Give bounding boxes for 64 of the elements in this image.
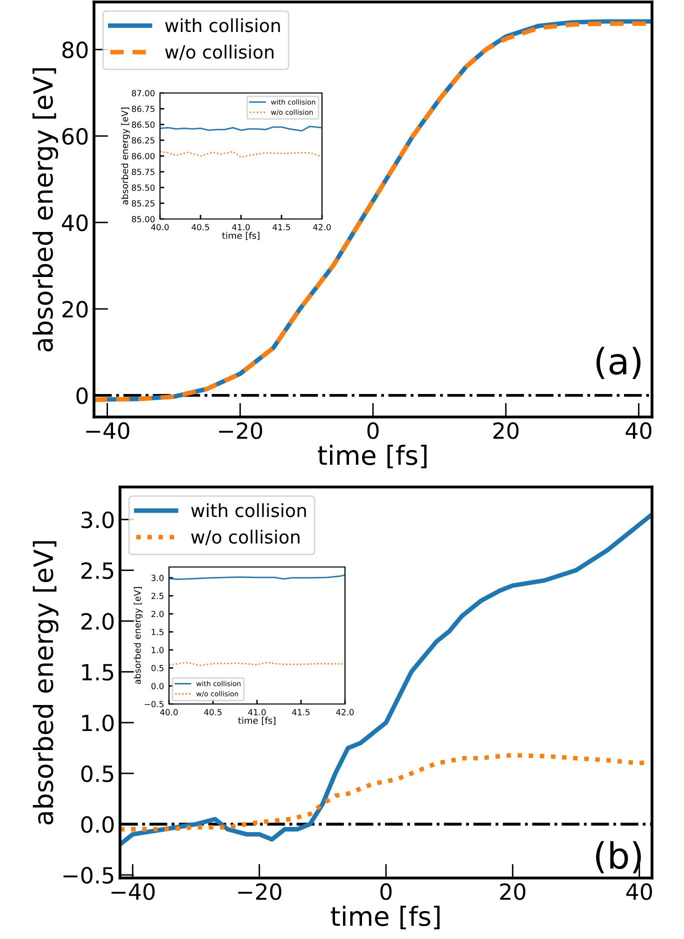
y-tick-label: 85.75 (132, 168, 154, 176)
y-tick-label: 3.0 (81, 511, 114, 528)
x-tick-label: 0 (380, 883, 392, 900)
y-tick-label: 0.0 (81, 816, 114, 833)
y-tick-label: 1.5 (82, 664, 114, 681)
y-axis-title: absorbed energy [eV] (121, 108, 130, 205)
y-tick-label: 0.5 (151, 664, 164, 672)
x-axis-title: time [fs] (318, 444, 427, 468)
x-tick-label: 0 (367, 422, 379, 440)
x-tick-label: 20 (493, 422, 519, 440)
y-tick-label: 1.0 (82, 714, 114, 732)
y-tick-label: 85.25 (132, 200, 154, 207)
x-tick-label: −20 (219, 422, 262, 440)
y-axis-title: absorbed energy [eV] (134, 587, 143, 684)
x-axis-title: time [fs] (222, 232, 260, 240)
y-tick-label: 86.50 (132, 121, 155, 128)
x-tick-label: −20 (238, 883, 282, 900)
y-tick-label: 86.75 (132, 106, 154, 112)
y-tick-label: 3.0 (152, 574, 164, 582)
x-tick-label: 41.0 (232, 224, 250, 230)
x-tick-label: 40 (626, 883, 652, 900)
y-axis-title: absorbed energy [eV] (32, 68, 58, 352)
x-tick-label: 20 (500, 883, 526, 900)
x-tick-label: 41.5 (272, 224, 290, 230)
x-tick-label: −40 (86, 422, 130, 440)
x-axis-title: time [fs] (238, 716, 276, 725)
x-axis-title: time [fs] (330, 906, 440, 930)
y-tick-label: 0.5 (81, 765, 114, 782)
x-tick-label: 41.5 (292, 709, 310, 716)
y-tick-label: 2.0 (151, 610, 164, 618)
y-tick-label: 60 (62, 128, 88, 145)
y-tick-label: 87.00 (132, 90, 155, 96)
annotation: (b) (596, 841, 641, 874)
x-tick-label: 40.5 (192, 224, 210, 230)
y-tick-label: 85.00 (132, 216, 155, 222)
y-tick-label: 0.0 (151, 682, 164, 690)
y-tick-label: 0 (76, 387, 88, 404)
x-tick-label: 40 (626, 422, 652, 440)
y-tick-label: 2.5 (81, 562, 114, 580)
y-tick-label: 85.50 (132, 184, 155, 191)
x-tick-label: 40.0 (160, 709, 178, 716)
legend-label: w/o collision (165, 44, 274, 60)
x-tick-label: 41.0 (248, 709, 266, 716)
legend-label: with collision (191, 503, 306, 518)
y-tick-label: −0.5 (64, 866, 114, 884)
y-tick-label: 1.0 (152, 646, 164, 654)
x-tick-label: 42.0 (336, 709, 354, 716)
legend-label: w/o collision (191, 530, 300, 546)
y-tick-label: 80 (62, 42, 88, 58)
line-series (120, 752, 652, 832)
annotation: (a) (596, 346, 641, 379)
y-tick-label: 2.5 (151, 592, 164, 600)
legend-label: with collision (165, 18, 280, 32)
y-axis-title: absorbed energy [eV] (32, 541, 58, 824)
x-tick-label: 42.0 (313, 224, 331, 230)
x-tick-label: 40.5 (204, 709, 222, 716)
y-tick-label: −0.5 (144, 700, 164, 708)
y-tick-label: 1.5 (152, 628, 164, 636)
x-tick-label: −40 (112, 883, 155, 900)
y-tick-label: 2.0 (81, 613, 114, 630)
y-tick-label: 86.00 (132, 152, 155, 160)
x-tick-label: 40.0 (151, 224, 169, 230)
y-tick-label: 20 (62, 300, 88, 318)
y-tick-label: 86.25 (132, 137, 154, 144)
